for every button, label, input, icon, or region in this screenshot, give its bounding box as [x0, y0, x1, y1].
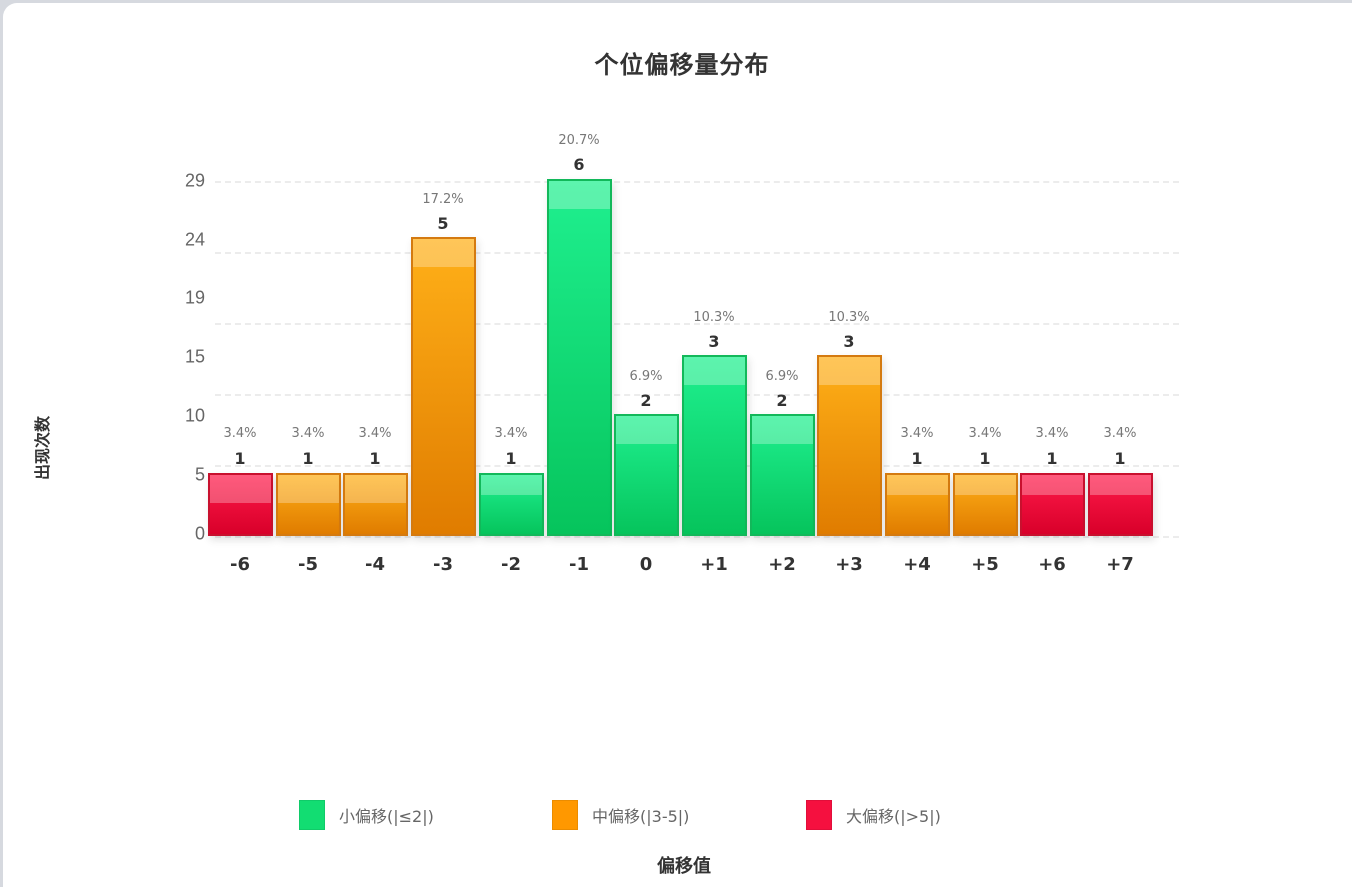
- bar-plus-5[interactable]: [953, 473, 1018, 536]
- chart-title: 个位偏移量分布: [594, 51, 770, 79]
- bar-count-label: 2: [640, 391, 652, 410]
- bar-percent-label: 3.4%: [358, 426, 392, 441]
- chart-card: 个位偏移量分布 出现次数 29 24 19 15 10 5 0 3.4%: [3, 3, 1352, 887]
- bar-minus-2[interactable]: [479, 473, 544, 536]
- bar-plus-3[interactable]: [817, 355, 882, 536]
- gridline: [215, 323, 1179, 325]
- bar-count-label: 3: [843, 332, 855, 351]
- bar-percent-label: 6.9%: [765, 369, 799, 384]
- bar-count-label: 1: [911, 449, 923, 468]
- bar-percent-label: 3.4%: [1035, 426, 1069, 441]
- bar-percent-label: 20.7%: [558, 133, 600, 148]
- y-tick: 15: [184, 346, 205, 367]
- bar-count-label: 1: [234, 449, 246, 468]
- bar-percent-label: 10.3%: [828, 310, 870, 325]
- x-tick: +2: [768, 554, 796, 575]
- bar-count-label: 1: [302, 449, 314, 468]
- bar-percent-label: 3.4%: [494, 426, 528, 441]
- legend-swatch-orange: [552, 800, 578, 830]
- y-tick: 5: [194, 464, 205, 485]
- bar-count-label: 3: [708, 332, 720, 351]
- x-tick: +1: [700, 554, 728, 575]
- bar-plus-4[interactable]: [885, 473, 950, 536]
- legend-label: 大偏移(|>5|): [846, 807, 941, 826]
- bar-percent-label: 3.4%: [968, 426, 1002, 441]
- x-tick: -2: [501, 554, 521, 575]
- bar-percent-label: 3.4%: [291, 426, 325, 441]
- bar-count-label: 6: [573, 155, 585, 174]
- y-tick: 29: [184, 170, 205, 191]
- gridline: [215, 181, 1179, 183]
- y-tick: 10: [184, 405, 205, 426]
- plot-area: 29 24 19 15 10 5 0 3.4% 3.4% 3.4% 17.2% …: [3, 3, 1352, 703]
- legend-label: 小偏移(|≤2|): [339, 807, 434, 826]
- legend-swatch-green: [299, 800, 325, 830]
- gridline: [215, 536, 1179, 538]
- legend-swatch-red: [806, 800, 832, 830]
- gridline: [215, 252, 1179, 254]
- bar-count-label: 1: [369, 449, 381, 468]
- bar-count-label: 1: [1114, 449, 1126, 468]
- bar-percent-label: 3.4%: [900, 426, 934, 441]
- legend-item-large[interactable]: 大偏移(|>5|): [806, 800, 941, 830]
- x-axis-label: 偏移值: [657, 856, 711, 877]
- bar-minus-3[interactable]: [411, 237, 476, 536]
- bar-plus-1[interactable]: [682, 355, 747, 536]
- x-tick: -3: [433, 554, 453, 575]
- x-tick: +5: [971, 554, 999, 575]
- y-tick: 19: [184, 287, 205, 308]
- bar-percent-label: 3.4%: [1103, 426, 1137, 441]
- bar-minus-5[interactable]: [276, 473, 341, 536]
- x-tick: +6: [1038, 554, 1066, 575]
- bar-count-label: 1: [505, 449, 517, 468]
- bar-plus-6[interactable]: [1020, 473, 1085, 536]
- bar-plus-7[interactable]: [1088, 473, 1153, 536]
- legend-item-small[interactable]: 小偏移(|≤2|): [299, 800, 434, 830]
- x-tick: +3: [835, 554, 863, 575]
- bar-minus-6[interactable]: [208, 473, 273, 536]
- legend-label: 中偏移(|3-5|): [592, 807, 690, 826]
- legend: 小偏移(|≤2|) 中偏移(|3-5|) 大偏移(|>5|): [3, 800, 1352, 834]
- bar-percent-label: 3.4%: [223, 426, 257, 441]
- bar-count-label: 2: [776, 391, 788, 410]
- x-tick: +7: [1106, 554, 1134, 575]
- x-tick: +4: [903, 554, 931, 575]
- bar-count-label: 1: [979, 449, 991, 468]
- x-tick: -4: [365, 554, 385, 575]
- bar-zero[interactable]: [614, 414, 679, 536]
- bar-percent-label: 6.9%: [629, 369, 663, 384]
- y-tick: 0: [194, 523, 205, 544]
- bar-percent-label: 17.2%: [422, 192, 464, 207]
- bar-plus-2[interactable]: [750, 414, 815, 536]
- bar-minus-4[interactable]: [343, 473, 408, 536]
- x-tick: -6: [230, 554, 250, 575]
- legend-item-medium[interactable]: 中偏移(|3-5|): [552, 800, 689, 830]
- x-tick: -1: [569, 554, 589, 575]
- bar-count-label: 1: [1046, 449, 1058, 468]
- x-tick: 0: [639, 554, 653, 575]
- x-tick: -5: [298, 554, 318, 575]
- bar-count-label: 5: [437, 214, 449, 233]
- bar-minus-1[interactable]: [547, 179, 612, 536]
- y-tick: 24: [184, 229, 205, 250]
- bar-percent-label: 10.3%: [693, 310, 735, 325]
